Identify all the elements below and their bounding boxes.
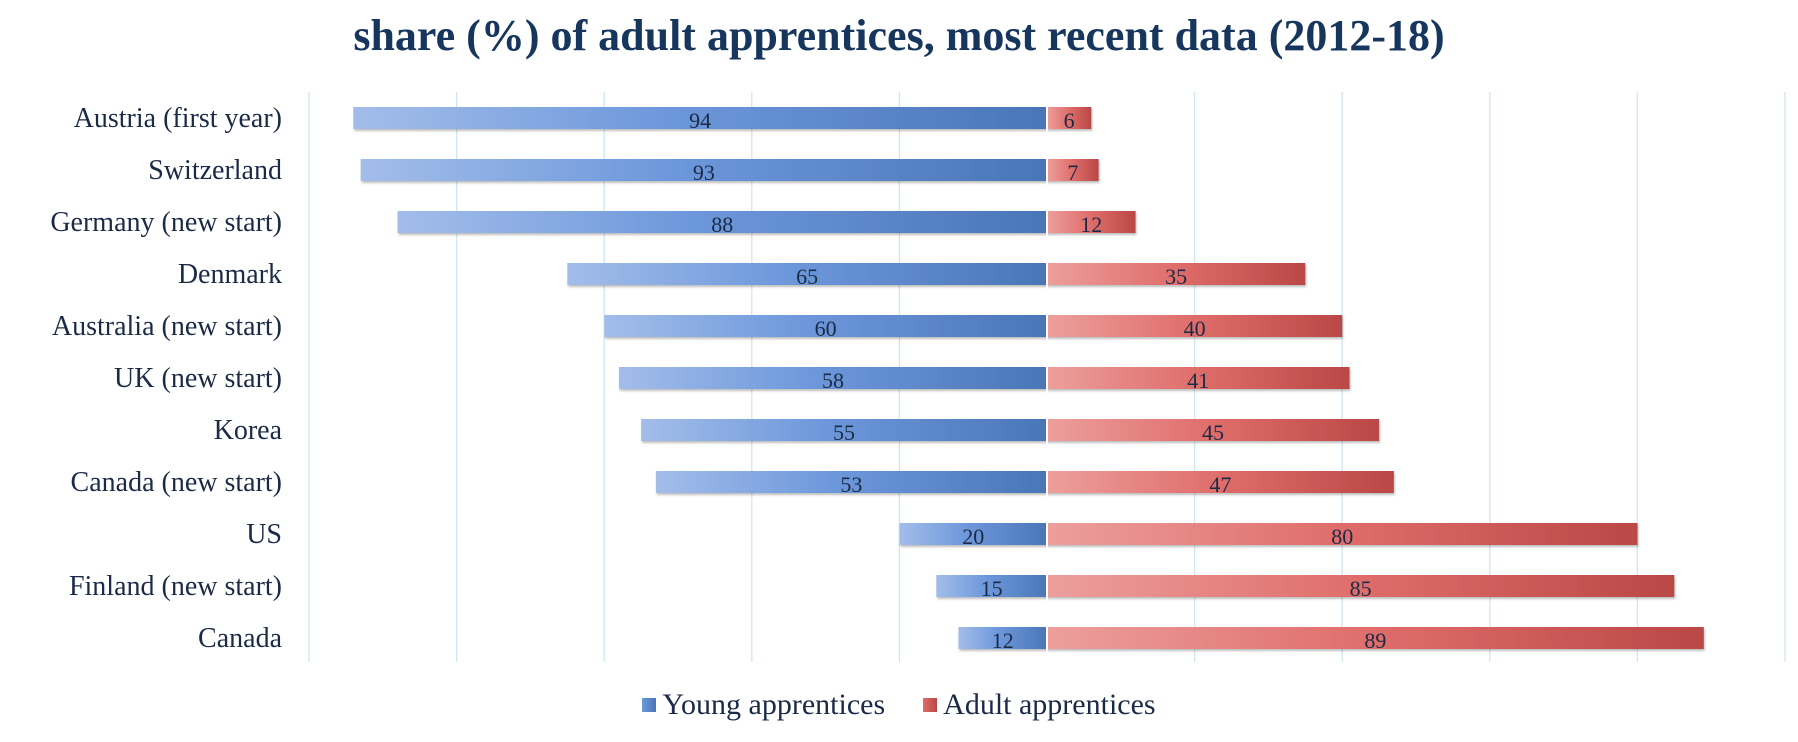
bar-adult bbox=[1047, 419, 1380, 441]
category-label: Austria (first year) bbox=[74, 103, 282, 134]
bar-young bbox=[567, 263, 1047, 285]
category-label: Switzerland bbox=[148, 155, 282, 186]
legend-swatch-young bbox=[642, 698, 657, 712]
data-label-adult: 35 bbox=[1165, 264, 1187, 289]
bar-young bbox=[958, 627, 1047, 649]
gridlines bbox=[308, 92, 1786, 662]
category-label: Australia (new start) bbox=[52, 311, 282, 342]
chart-title: share (%) of adult apprentices, most rec… bbox=[353, 11, 1445, 60]
bar-young bbox=[618, 367, 1047, 389]
category-label: Korea bbox=[214, 415, 283, 446]
category-label: US bbox=[246, 519, 282, 550]
data-label-young: 94 bbox=[689, 108, 711, 133]
legend-swatch-adult bbox=[923, 698, 938, 712]
bar-adult bbox=[1047, 367, 1350, 389]
bar-young bbox=[641, 419, 1047, 441]
data-label-adult: 6 bbox=[1064, 108, 1075, 133]
data-label-adult: 89 bbox=[1364, 628, 1386, 653]
bar-young bbox=[353, 107, 1047, 129]
data-label-adult: 41 bbox=[1187, 368, 1209, 393]
bar-young bbox=[936, 575, 1047, 597]
bar-adult bbox=[1047, 211, 1136, 233]
bar-young bbox=[397, 211, 1047, 233]
bar-adult bbox=[1047, 263, 1306, 285]
category-label: Canada (new start) bbox=[71, 467, 282, 498]
data-label-adult: 45 bbox=[1202, 420, 1224, 445]
legend-label-young: Young apprentices bbox=[662, 688, 886, 721]
data-label-young: 58 bbox=[822, 368, 844, 393]
data-label-adult: 85 bbox=[1350, 576, 1372, 601]
data-label-young: 20 bbox=[962, 524, 984, 549]
data-label-young: 93 bbox=[693, 160, 715, 185]
bar-adult bbox=[1047, 627, 1704, 649]
data-label-adult: 12 bbox=[1080, 212, 1102, 237]
bar-adult bbox=[1047, 575, 1675, 597]
bar-young bbox=[360, 159, 1047, 181]
legend-label-adult: Adult apprentices bbox=[943, 688, 1156, 721]
category-label: Canada bbox=[198, 623, 283, 654]
bar-adult bbox=[1047, 159, 1099, 181]
legend-item-adult: Adult apprentices bbox=[923, 688, 1156, 722]
bar-young bbox=[655, 471, 1047, 493]
category-label: UK (new start) bbox=[114, 363, 282, 394]
bar-adult bbox=[1047, 315, 1343, 337]
labels: Austria (first year) 94 6 Switzerland 93 7 Ger… bbox=[50, 103, 1386, 654]
data-label-young: 15 bbox=[981, 576, 1003, 601]
data-label-adult: 7 bbox=[1067, 160, 1078, 185]
data-label-adult: 40 bbox=[1184, 316, 1206, 341]
bar-adult bbox=[1047, 107, 1092, 129]
legend-item-young: Young apprentices bbox=[642, 688, 885, 722]
data-label-young: 65 bbox=[796, 264, 818, 289]
data-label-young: 55 bbox=[833, 420, 855, 445]
data-label-young: 60 bbox=[815, 316, 837, 341]
data-label-young: 88 bbox=[711, 212, 733, 237]
data-label-young: 53 bbox=[840, 472, 862, 497]
category-label: Denmark bbox=[178, 259, 282, 290]
bar-young bbox=[899, 523, 1047, 545]
bar-adult bbox=[1047, 471, 1394, 493]
category-label: Finland (new start) bbox=[69, 571, 282, 602]
data-label-young: 12 bbox=[992, 628, 1014, 653]
bar-young bbox=[604, 315, 1047, 337]
legend: Young apprentices Adult apprentices bbox=[0, 688, 1798, 722]
bars bbox=[353, 92, 1704, 662]
data-label-adult: 80 bbox=[1331, 524, 1353, 549]
bar-adult bbox=[1047, 523, 1638, 545]
category-label: Germany (new start) bbox=[50, 207, 282, 238]
data-label-adult: 47 bbox=[1209, 472, 1231, 497]
